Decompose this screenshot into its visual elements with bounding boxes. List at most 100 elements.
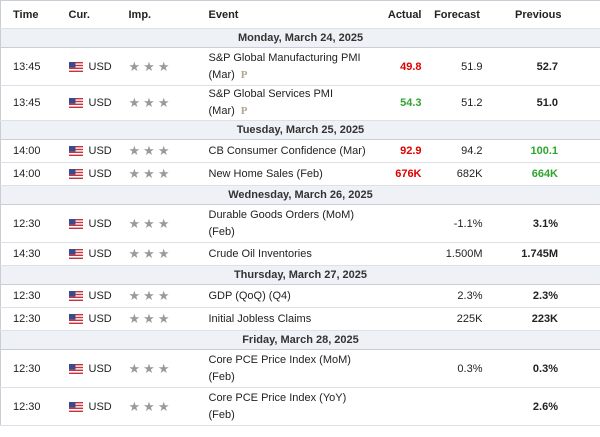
currency: USD	[88, 400, 112, 413]
forecast-cell: 0.3%	[425, 349, 489, 388]
forecast-cell: 225K	[425, 307, 489, 331]
currency-cell: USD	[68, 139, 129, 163]
previous: 223K	[531, 313, 558, 325]
time: 14:30	[0, 242, 69, 266]
star: ★	[143, 215, 155, 231]
star: ★	[128, 246, 141, 261]
event: Core PCE Price Index (YoY) (Feb)	[208, 391, 347, 421]
time: 12:30	[0, 387, 69, 426]
star: ★	[157, 166, 170, 181]
event-cell: Durable Goods Orders (MoM) (Feb)	[208, 204, 381, 243]
time: 12:30	[0, 349, 69, 388]
star: ★	[157, 58, 170, 74]
previous-cell: 223K	[488, 307, 600, 331]
forecast: 225K	[456, 313, 483, 325]
preliminary-badge: P	[240, 68, 248, 81]
header-cell: Cur.	[68, 0, 129, 29]
star: ★	[128, 311, 141, 326]
currency: USD	[88, 145, 112, 157]
actual-cell	[380, 349, 426, 388]
header-cell: Forecast	[425, 0, 489, 29]
currency-cell: USD	[68, 85, 129, 121]
event-row: 12:30 USD ★ ★ ★ Durable Goods Orders (MoM) (F…	[0, 204, 600, 243]
header-cell: Event	[208, 0, 381, 29]
event-row: 12:30 USD ★ ★ ★ GDP (QoQ) (Q4) 2.3% 2.3%	[0, 284, 600, 308]
star: ★	[157, 215, 170, 231]
currency: USD	[88, 290, 112, 302]
star: ★	[143, 398, 155, 414]
day-date: Monday, March 24, 2025	[0, 28, 600, 48]
flag	[68, 401, 83, 412]
event-row: 12:30 USD ★ ★ ★ Core PCE Price Index (MoM) (F…	[0, 349, 600, 388]
event-cell: S&P Global Manufacturing PMI (Mar) P	[208, 47, 381, 86]
actual: 676K	[395, 168, 422, 180]
event-row: 13:45 USD ★ ★ ★ S&P Global Manufacturing PMI …	[0, 47, 600, 86]
forecast: 0.3%	[457, 362, 483, 375]
importance: ★ ★ ★	[128, 284, 209, 308]
forecast-cell: 2.3%	[425, 284, 489, 308]
forecast-cell	[425, 387, 489, 426]
forecast: 1.500M	[445, 248, 483, 260]
importance: ★ ★ ★	[128, 307, 209, 331]
star: ★	[157, 143, 170, 158]
time: 13:45	[0, 85, 69, 121]
importance: ★ ★ ★	[128, 242, 209, 266]
day-row: Wednesday, March 26, 2025	[0, 185, 600, 205]
currency-cell: USD	[68, 349, 129, 388]
forecast: 51.2	[461, 97, 483, 109]
calendar-table: Time Cur. Imp. Event Actual Forecast Pre…	[0, 0, 600, 426]
previous-cell: 1.745M	[488, 242, 600, 266]
actual: 49.8	[400, 60, 422, 73]
event-cell: Crude Oil Inventories	[208, 242, 381, 266]
day-row: Friday, March 28, 2025	[0, 330, 600, 350]
actual-cell: 676K	[380, 162, 426, 186]
previous: 2.6%	[532, 400, 558, 413]
event: S&P Global Services PMI (Mar)	[208, 88, 334, 117]
time: 12:30	[0, 307, 69, 331]
star: ★	[128, 143, 141, 158]
currency-cell: USD	[68, 47, 129, 86]
day-date: Wednesday, March 26, 2025	[0, 185, 600, 205]
star: ★	[157, 360, 170, 376]
previous-cell: 2.3%	[488, 284, 600, 308]
day-date: Thursday, March 27, 2025	[0, 265, 600, 285]
forecast-cell: -1.1%	[425, 204, 489, 243]
actual-cell	[380, 284, 426, 308]
star: ★	[143, 166, 155, 181]
event-cell: Initial Jobless Claims	[208, 307, 381, 331]
forecast: 94.2	[461, 145, 483, 157]
actual: 92.9	[400, 145, 422, 157]
event-cell: New Home Sales (Feb)	[208, 162, 381, 186]
header-cell: Actual	[380, 0, 426, 29]
day-row: Tuesday, March 25, 2025	[0, 120, 600, 140]
star: ★	[128, 215, 141, 231]
flag	[68, 218, 83, 229]
event: CB Consumer Confidence (Mar)	[208, 144, 366, 157]
previous: 0.3%	[532, 362, 558, 375]
event: New Home Sales (Feb)	[208, 167, 323, 180]
currency-cell: USD	[68, 284, 129, 308]
currency: USD	[88, 362, 112, 375]
forecast: -1.1%	[453, 217, 483, 230]
star: ★	[157, 246, 170, 261]
importance: ★ ★ ★	[128, 387, 209, 426]
star: ★	[143, 360, 155, 376]
preliminary-badge: P	[240, 105, 248, 117]
forecast: 682K	[456, 168, 483, 180]
actual-cell	[380, 204, 426, 243]
star: ★	[128, 166, 141, 181]
header-cell: Previous	[488, 0, 600, 29]
day-row: Thursday, March 27, 2025	[0, 265, 600, 285]
previous: 100.1	[530, 145, 558, 157]
table-body: Monday, March 24, 2025 13:45 USD ★ ★ ★ S&P Glo…	[0, 28, 600, 426]
currency-cell: USD	[68, 387, 129, 426]
time: 12:30	[0, 284, 69, 308]
forecast-cell: 94.2	[425, 139, 489, 163]
previous-cell: 52.7	[488, 47, 600, 86]
flag	[68, 169, 83, 179]
star: ★	[157, 311, 170, 326]
currency-cell: USD	[68, 162, 129, 186]
star: ★	[128, 58, 141, 74]
event-row: 14:00 USD ★ ★ ★ CB Consumer Confidence (Mar) 9…	[0, 139, 600, 163]
